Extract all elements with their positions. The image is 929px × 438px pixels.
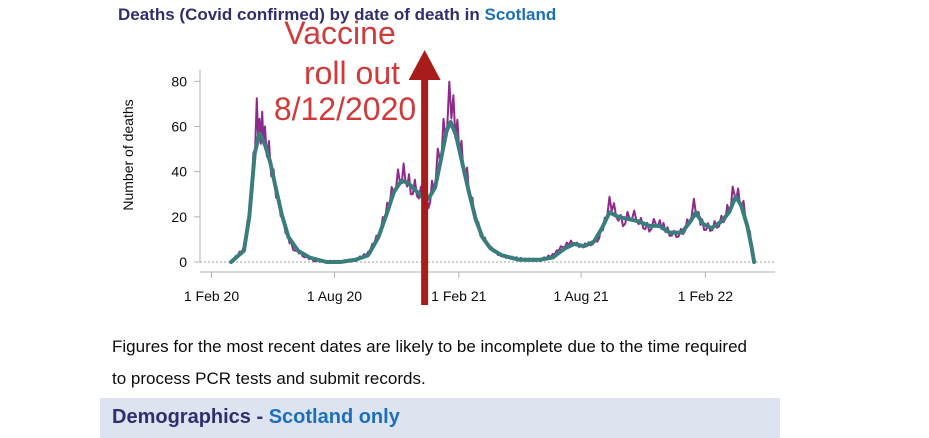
caption-line-2: to process PCR tests and submit records. [112,369,426,388]
incomplete-data-caption: Figures for the most recent dates are li… [112,331,812,395]
demographics-label: Demographics - [112,406,269,428]
series-rolling-average [229,120,757,264]
vaccine-annotation-line: 8/12/2020 [274,91,416,127]
series-group [229,80,757,264]
y-tick-label: 20 [171,209,187,225]
y-axis: 0 20 40 60 80 [171,70,201,270]
y-tick-label: 40 [171,164,187,180]
vaccine-annotation-line: Vaccine [284,15,395,51]
x-tick-label: 1 Aug 20 [307,288,362,304]
x-tick-label: 1 Feb 20 [184,288,239,304]
caption-line-1: Figures for the most recent dates are li… [112,337,747,356]
y-tick-label: 60 [171,118,187,134]
y-axis-label: Number of deaths [120,99,136,210]
demographics-place-link[interactable]: Scotland only [268,406,400,428]
y-tick-label: 0 [179,254,187,270]
x-tick-label: 1 Aug 21 [553,288,608,304]
x-tick-label: 1 Feb 22 [678,288,733,304]
x-axis: 1 Feb 20 1 Aug 20 1 Feb 21 1 Aug 21 1 Feb 22 [184,271,775,304]
chart-title-prefix: Deaths (Covid confirmed) by date of deat… [118,5,485,24]
demographics-section-header: Demographics - Scotland only [100,398,780,438]
demographics-heading: Demographics - Scotland only [112,406,400,429]
chart-title-place-link[interactable]: Scotland [484,5,557,24]
chart-title: Deaths (Covid confirmed) by date of deat… [118,5,556,25]
y-tick-label: 80 [171,73,187,89]
vaccine-arrow-head [408,50,441,80]
vaccine-annotation-line: roll out [304,55,400,91]
x-tick-label: 1 Feb 21 [431,288,486,304]
deaths-chart: 1 Feb 20 1 Aug 20 1 Feb 21 1 Aug 21 1 Feb 22… [120,15,775,305]
